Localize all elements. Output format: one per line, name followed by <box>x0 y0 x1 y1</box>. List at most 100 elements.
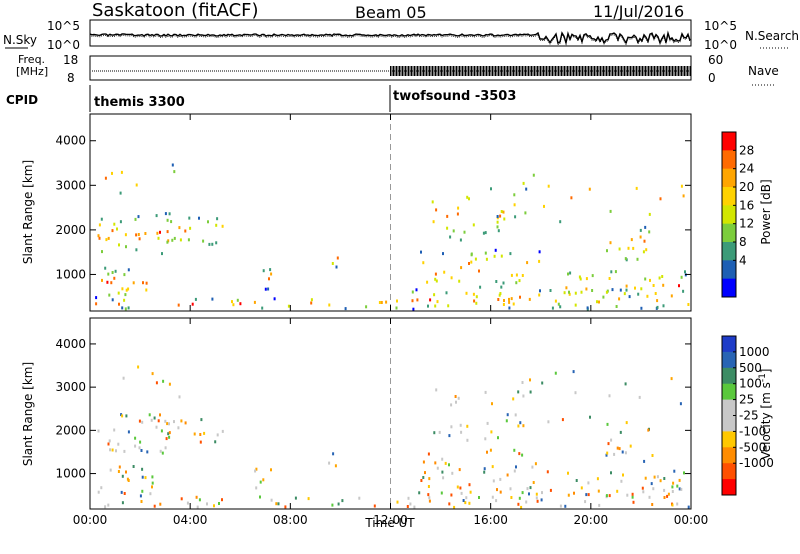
scatter-cell <box>117 470 120 473</box>
scatter-cell <box>468 262 470 265</box>
noise-right-tick-bottom: 10^0 <box>704 38 737 52</box>
scatter-cell <box>416 298 419 302</box>
scatter-cell <box>149 492 152 496</box>
scatter-cell <box>596 300 598 304</box>
colorbar-segment <box>722 399 736 416</box>
scatter-cell <box>483 467 486 471</box>
scatter-cell <box>277 502 280 506</box>
power-frame <box>89 113 692 312</box>
noise-right-tick-top: 10^5 <box>704 19 737 33</box>
colorbar-segment <box>722 351 736 369</box>
velocity-x-ticks: 00:00 04:00 08:00 12:00 16:00 20:00 00:00 <box>73 318 708 527</box>
scatter-cell <box>150 418 153 422</box>
scatter-cell <box>653 475 656 479</box>
scatter-cell <box>213 504 215 508</box>
scatter-cell <box>420 250 422 254</box>
scatter-cell <box>135 233 138 237</box>
noise-right-label: N.Search <box>745 29 799 43</box>
scatter-cell <box>123 449 126 453</box>
nave-label: Nave <box>748 64 779 78</box>
scatter-cell <box>463 230 466 234</box>
scatter-cell <box>431 200 434 204</box>
scatter-cell <box>472 292 475 296</box>
scatter-cell <box>662 304 665 308</box>
scatter-cell <box>644 277 647 281</box>
x-tick-label: 00:00 <box>73 513 108 527</box>
scatter-cell <box>567 272 569 276</box>
scatter-cell <box>624 451 627 455</box>
scatter-cell <box>434 277 437 281</box>
scatter-cell <box>148 413 151 417</box>
scatter-cell <box>470 260 473 264</box>
scatter-cell <box>138 419 141 423</box>
scatter-cell <box>499 214 502 218</box>
scatter-cell <box>575 479 578 482</box>
scatter-cell <box>456 212 459 216</box>
scatter-cell <box>106 280 109 284</box>
scatter-cell <box>625 421 628 425</box>
scatter-cell <box>378 301 381 304</box>
freq-tick-bottom: 8 <box>67 71 75 85</box>
power-colorbar: 28 24 20 16 12 8 4 <box>721 131 754 298</box>
colorbar-segment <box>722 479 736 496</box>
scatter-cell <box>232 303 235 307</box>
scatter-cell <box>396 299 398 303</box>
scatter-cell <box>435 208 438 212</box>
scatter-cell <box>95 302 98 306</box>
scatter-cell <box>514 215 517 219</box>
scatter-cell <box>484 251 487 255</box>
scatter-cell <box>407 496 410 500</box>
scatter-cell <box>146 450 149 454</box>
scatter-cell <box>460 430 463 434</box>
scatter-cell <box>521 453 524 457</box>
scatter-cell <box>640 287 643 291</box>
scatter-cell <box>139 440 142 444</box>
scatter-cell <box>651 503 654 506</box>
scatter-cell <box>121 414 124 418</box>
scatter-cell <box>173 236 176 240</box>
scatter-cell <box>637 292 640 296</box>
scatter-cell <box>218 502 220 505</box>
scatter-cell <box>500 210 503 213</box>
scatter-cell <box>521 274 524 277</box>
scatter-cell <box>157 419 160 423</box>
colorbar-tick-label: -100 <box>739 424 766 438</box>
colorbar-segment <box>722 463 736 480</box>
scatter-cell <box>519 421 522 425</box>
scatter-cell <box>208 242 211 246</box>
scatter-cell <box>456 485 459 489</box>
scatter-cell <box>510 496 513 499</box>
scatter-cell <box>632 246 635 250</box>
scatter-cell <box>670 294 673 298</box>
scatter-cell <box>580 486 583 490</box>
scatter-cell <box>608 494 611 498</box>
scatter-cell <box>448 463 450 467</box>
scatter-cell <box>98 236 101 240</box>
nave-bars <box>390 66 691 76</box>
scatter-cell <box>95 296 98 300</box>
scatter-cell <box>618 247 621 251</box>
scatter-cell <box>168 431 171 435</box>
scatter-cell <box>602 295 605 299</box>
velocity-colorbar-label: Velocity [m s-1] <box>758 369 773 460</box>
scatter-cell <box>396 500 399 504</box>
scatter-cell <box>125 470 127 474</box>
scatter-cell <box>113 222 116 226</box>
noise-frame <box>89 19 692 47</box>
scatter-cell <box>493 254 496 258</box>
scatter-cell <box>166 218 169 222</box>
scatter-cell <box>642 250 645 254</box>
scatter-cell <box>287 304 290 308</box>
scatter-cell <box>650 482 653 486</box>
colorbar-segment <box>722 447 736 464</box>
scatter-cell <box>193 432 196 436</box>
scatter-cell <box>517 502 520 506</box>
scatter-cell <box>449 235 452 239</box>
scatter-cell <box>687 505 690 509</box>
scatter-cell <box>294 496 297 500</box>
scatter-cell <box>513 193 516 197</box>
scatter-cell <box>509 252 512 256</box>
scatter-cell <box>451 471 454 475</box>
scatter-cell <box>470 253 473 257</box>
